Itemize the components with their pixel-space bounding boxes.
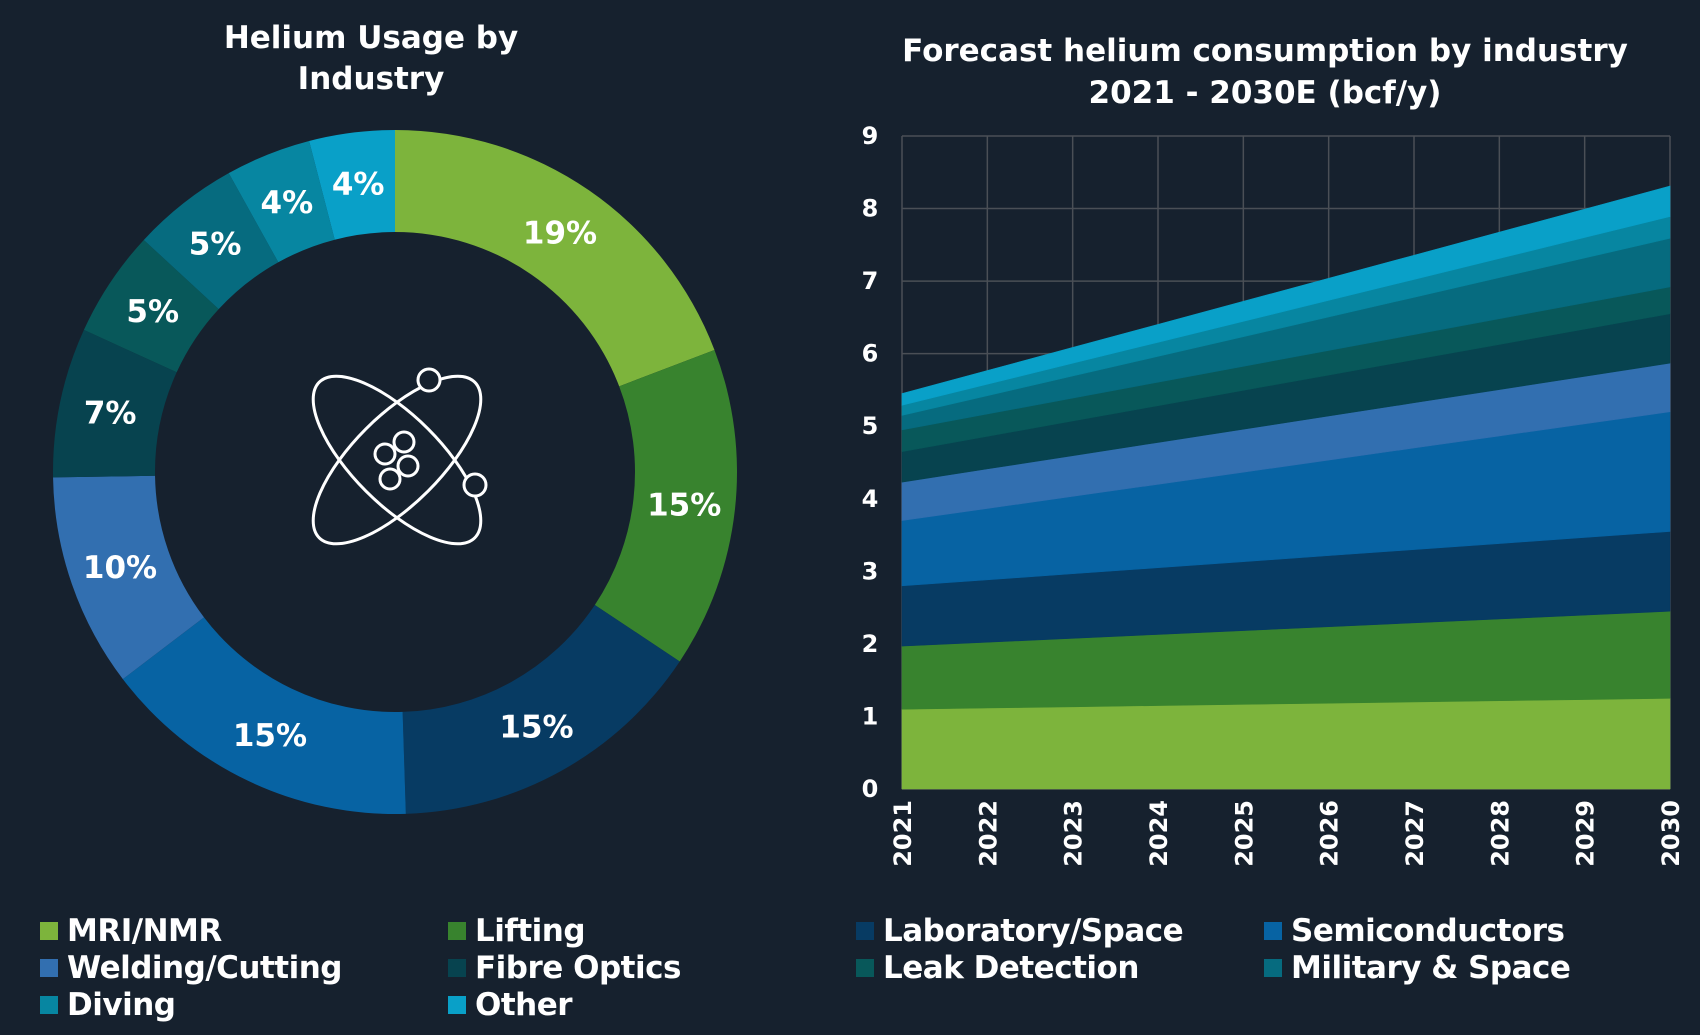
donut-label-other: 4%: [332, 166, 385, 202]
y-tick-label: 0: [862, 775, 879, 803]
donut-label-diving: 4%: [261, 185, 314, 221]
y-tick-label: 6: [862, 340, 879, 368]
y-tick-label: 2: [862, 630, 879, 658]
donut-slice-military-and-space: [143, 173, 279, 310]
donut-slices: [53, 130, 737, 814]
legend-swatch: [40, 995, 58, 1014]
legend-swatch: [448, 921, 466, 940]
donut-labels: 19% 15% 15% 15% 10% 7% 5% 5% 4% 4%: [83, 166, 721, 753]
legend: MRI/NMR Lifting Laboratory/Space Semiconduc…: [40, 912, 1680, 1023]
legend-swatch: [856, 921, 874, 940]
legend-label: Leak Detection: [883, 949, 1139, 986]
x-tick-label: 2028: [1486, 800, 1514, 867]
donut-label-mri-nmr: 19%: [523, 215, 597, 251]
x-axis-ticks: 2021 2022 2023 2024 2025 2026 2027 2028 2029 2030: [889, 800, 1685, 867]
legend-item-military-and-space: Military & Space: [1264, 949, 1672, 986]
donut-label-semiconductors: 15%: [233, 718, 307, 754]
donut-slice-laboratory-space: [402, 604, 680, 814]
legend-item-semiconductors: Semiconductors: [1264, 912, 1672, 949]
y-tick-label: 1: [862, 702, 879, 730]
x-tick-label: 2027: [1401, 800, 1429, 867]
legend-item-welding-cutting: Welding/Cutting: [40, 949, 448, 986]
legend-label: Fibre Optics: [475, 949, 681, 986]
legend-item-other: Other: [448, 986, 856, 1023]
y-tick-label: 9: [862, 122, 879, 150]
legend-swatch: [448, 995, 466, 1014]
x-tick-label: 2025: [1230, 800, 1258, 867]
legend-item-mri-nmr: MRI/NMR: [40, 912, 448, 949]
x-tick-label: 2021: [889, 800, 917, 867]
atom-icon: [311, 367, 488, 546]
area-chart: Forecast helium consumption by industry 2…: [862, 33, 1685, 867]
legend-label: Other: [475, 986, 573, 1023]
legend-swatch: [40, 958, 58, 977]
area-title: Forecast helium consumption by industry 2…: [902, 33, 1628, 111]
legend-label: Military & Space: [1291, 949, 1571, 986]
x-tick-label: 2022: [974, 800, 1002, 867]
donut-slice-welding-cutting: [53, 475, 205, 680]
donut-slice-diving: [228, 140, 335, 263]
donut-label-lifting: 15%: [647, 487, 721, 523]
legend-item-leak-detection: Leak Detection: [856, 949, 1264, 986]
legend-label: MRI/NMR: [67, 912, 222, 949]
y-axis-ticks: 0 1 2 3 4 5 6 7 8 9: [862, 122, 879, 803]
y-tick-label: 7: [862, 267, 879, 295]
x-tick-label: 2030: [1657, 800, 1685, 867]
legend-label: Lifting: [475, 912, 586, 949]
legend-item-fibre-optics: Fibre Optics: [448, 949, 856, 986]
donut-label-laboratory-space: 15%: [499, 709, 573, 745]
legend-item-diving: Diving: [40, 986, 448, 1023]
donut-slice-lifting: [594, 349, 737, 662]
legend-swatch: [40, 921, 58, 940]
x-tick-label: 2026: [1316, 800, 1344, 867]
legend-label: Laboratory/Space: [883, 912, 1184, 949]
legend-item-laboratory-space: Laboratory/Space: [856, 912, 1264, 949]
area-series-other: [901, 185, 1671, 406]
x-tick-label: 2029: [1572, 800, 1600, 867]
x-tick-label: 2023: [1060, 800, 1088, 867]
area-series: [901, 185, 1671, 790]
donut-slice-fibre-optics: [53, 329, 177, 478]
legend-swatch: [1264, 958, 1282, 977]
donut-label-welding-cutting: 10%: [83, 550, 157, 586]
donut-title: Helium Usage by Industry: [224, 20, 518, 97]
donut-chart: Helium Usage by Industry 19% 15% 15% 15% 10% 7…: [53, 20, 737, 814]
legend-item-lifting: Lifting: [448, 912, 856, 949]
legend-label: Welding/Cutting: [67, 949, 342, 986]
donut-label-leak-detection: 5%: [126, 294, 179, 330]
area-series-mri-nmr: [901, 698, 1671, 790]
y-tick-label: 8: [862, 195, 879, 223]
y-tick-label: 4: [862, 485, 879, 513]
x-tick-label: 2024: [1145, 800, 1173, 867]
donut-slice-mri-nmr: [395, 130, 715, 387]
donut-label-fibre-optics: 7%: [84, 395, 137, 431]
donut-slice-semiconductors: [122, 617, 406, 814]
y-tick-label: 3: [862, 557, 879, 585]
donut-slice-leak-detection: [83, 239, 219, 373]
legend-swatch: [448, 958, 466, 977]
legend-swatch: [1264, 921, 1282, 940]
y-tick-label: 5: [862, 412, 879, 440]
legend-label: Semiconductors: [1291, 912, 1565, 949]
legend-swatch: [856, 958, 874, 977]
legend-label: Diving: [67, 986, 176, 1023]
donut-slice-other: [309, 130, 395, 240]
donut-label-military-and-space: 5%: [189, 226, 242, 262]
